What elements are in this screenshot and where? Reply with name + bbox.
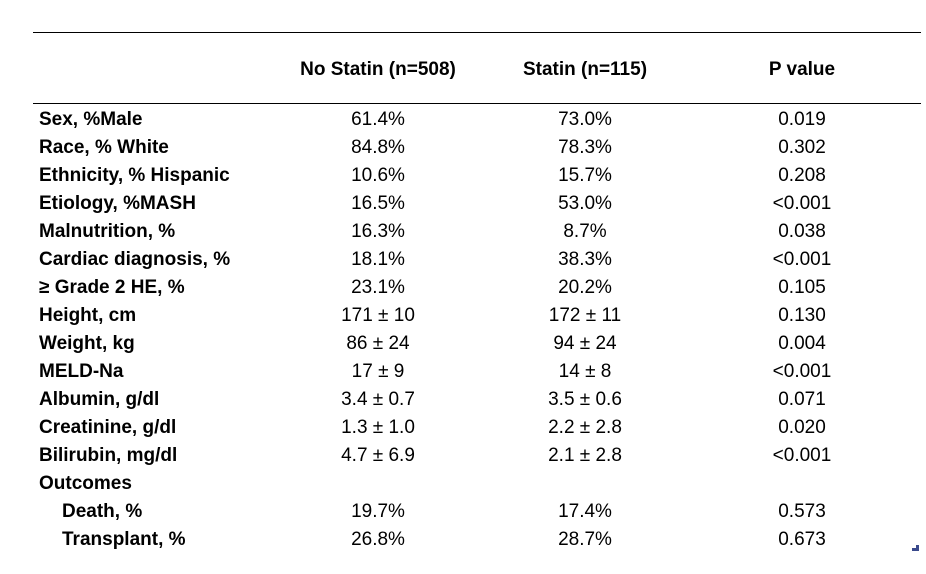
corner-resize-mark [912, 545, 919, 551]
p-value: 0.130 [778, 305, 826, 326]
table-row: Weight, kg 86 ± 24 94 ± 24 0.004 [0, 330, 926, 358]
row-label: Malnutrition, % [39, 221, 176, 242]
table-row: Sex, %Male 61.4% 73.0% 0.019 [0, 106, 926, 134]
no-statin-value: 23.1% [351, 277, 405, 298]
p-value: <0.001 [772, 193, 832, 214]
statin-value: 15.7% [558, 165, 612, 186]
no-statin-value: 19.7% [351, 501, 405, 522]
row-label: Albumin, g/dl [39, 389, 160, 410]
statin-value: 2.1 ± 2.8 [548, 445, 622, 466]
column-header-no-statin: No Statin (n=508) [300, 59, 456, 80]
p-value: 0.208 [778, 165, 826, 186]
p-value: 0.004 [778, 333, 826, 354]
no-statin-value: 26.8% [351, 529, 405, 550]
table-row: Ethnicity, % Hispanic 10.6% 15.7% 0.208 [0, 162, 926, 190]
p-value: 0.105 [778, 277, 826, 298]
table-row: Bilirubin, mg/dl 4.7 ± 6.9 2.1 ± 2.8 <0.001 [0, 442, 926, 470]
p-value: 0.038 [778, 221, 826, 242]
no-statin-value: 1.3 ± 1.0 [341, 417, 415, 438]
statin-value: 2.2 ± 2.8 [548, 417, 622, 438]
p-value: 0.071 [778, 389, 826, 410]
table-row: Height, cm 171 ± 10 172 ± 11 0.130 [0, 302, 926, 330]
p-value: <0.001 [772, 445, 832, 466]
statin-value: 78.3% [558, 137, 612, 158]
p-value: 0.573 [778, 501, 826, 522]
row-label: ≥ Grade 2 HE, % [39, 277, 185, 298]
table-row: Outcomes [0, 470, 926, 498]
statin-value: 94 ± 24 [553, 333, 617, 354]
statin-value: 17.4% [558, 501, 612, 522]
statin-value: 172 ± 11 [548, 305, 622, 326]
no-statin-value: 18.1% [351, 249, 405, 270]
p-value: 0.020 [778, 417, 826, 438]
statin-value: 73.0% [558, 109, 612, 130]
row-label: Race, % White [39, 137, 169, 158]
table-row: Etiology, %MASH 16.5% 53.0% <0.001 [0, 190, 926, 218]
p-value: 0.673 [778, 529, 826, 550]
table-row: Albumin, g/dl 3.4 ± 0.7 3.5 ± 0.6 0.071 [0, 386, 926, 414]
table-row: MELD-Na 17 ± 9 14 ± 8 <0.001 [0, 358, 926, 386]
no-statin-value: 84.8% [351, 137, 405, 158]
no-statin-value: 86 ± 24 [346, 333, 410, 354]
row-label: Transplant, % [62, 529, 186, 550]
row-label: Weight, kg [39, 333, 135, 354]
row-label: Cardiac diagnosis, % [39, 249, 231, 270]
column-header-statin: Statin (n=115) [522, 59, 648, 80]
statin-value: 8.7% [563, 221, 607, 242]
no-statin-value: 16.3% [351, 221, 405, 242]
no-statin-value: 171 ± 10 [341, 305, 415, 326]
no-statin-value: 4.7 ± 6.9 [341, 445, 415, 466]
column-header-p-value: P value [768, 59, 836, 80]
row-label: Bilirubin, mg/dl [39, 445, 178, 466]
statin-value: 38.3% [558, 249, 612, 270]
row-label: Outcomes [39, 473, 132, 494]
table-row: Cardiac diagnosis, % 18.1% 38.3% <0.001 [0, 246, 926, 274]
row-label: MELD-Na [39, 361, 124, 382]
statin-value: 20.2% [558, 277, 612, 298]
no-statin-value: 61.4% [351, 109, 405, 130]
p-value: 0.019 [778, 109, 826, 130]
row-label: Sex, %Male [39, 109, 143, 130]
statin-value: 28.7% [558, 529, 612, 550]
p-value: 0.302 [778, 137, 826, 158]
statin-value: 14 ± 8 [558, 361, 612, 382]
no-statin-value: 17 ± 9 [351, 361, 405, 382]
no-statin-value: 16.5% [351, 193, 405, 214]
no-statin-value: 10.6% [351, 165, 405, 186]
table-row: ≥ Grade 2 HE, % 23.1% 20.2% 0.105 [0, 274, 926, 302]
row-label: Etiology, %MASH [39, 193, 196, 214]
p-value: <0.001 [772, 249, 832, 270]
row-label: Creatinine, g/dl [39, 417, 177, 438]
statin-value: 3.5 ± 0.6 [548, 389, 622, 410]
table-row: Creatinine, g/dl 1.3 ± 1.0 2.2 ± 2.8 0.020 [0, 414, 926, 442]
no-statin-value: 3.4 ± 0.7 [341, 389, 415, 410]
table-row: Race, % White 84.8% 78.3% 0.302 [0, 134, 926, 162]
table-row: Malnutrition, % 16.3% 8.7% 0.038 [0, 218, 926, 246]
statin-value: 53.0% [558, 193, 612, 214]
p-value: <0.001 [772, 361, 832, 382]
table-top-rule [33, 32, 921, 33]
table-row: Transplant, % 26.8% 28.7% 0.673 [0, 526, 926, 554]
table-header-rule [33, 103, 921, 104]
row-label: Death, % [62, 501, 143, 522]
row-label: Height, cm [39, 305, 137, 326]
table-row: Death, % 19.7% 17.4% 0.573 [0, 498, 926, 526]
row-label: Ethnicity, % Hispanic [39, 165, 230, 186]
